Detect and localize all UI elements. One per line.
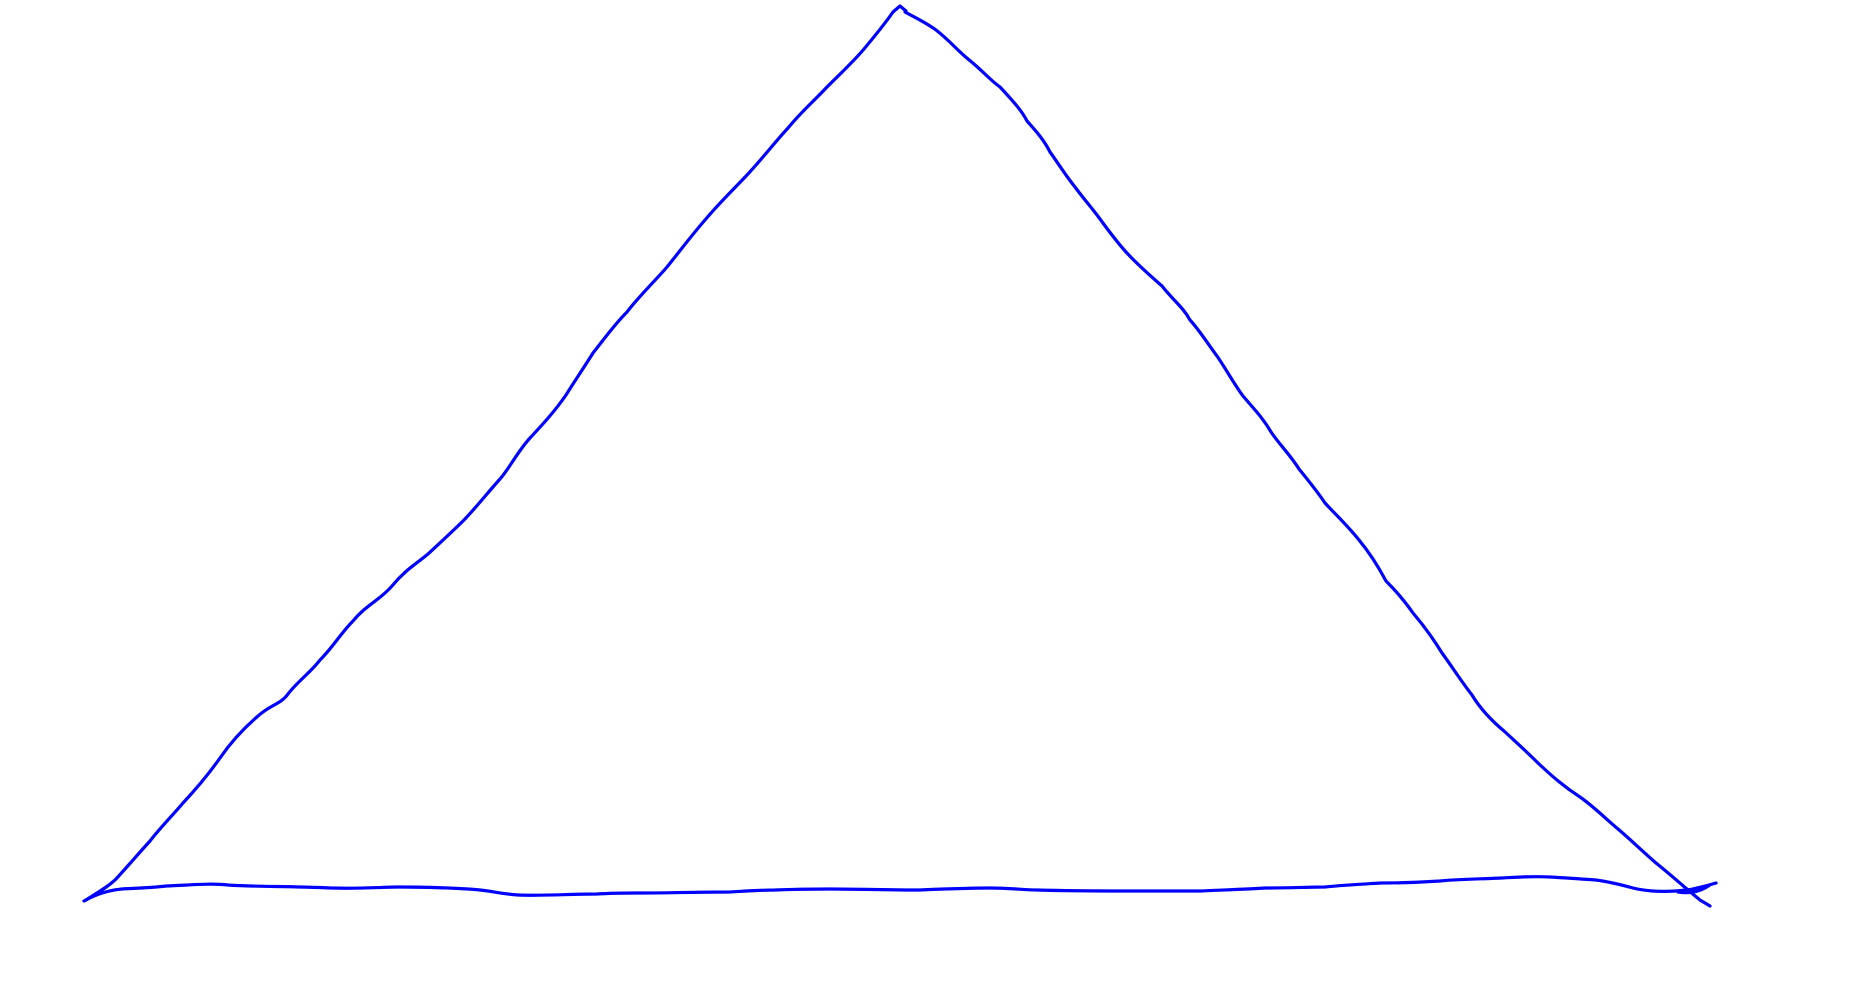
- triangle-right-edge: [903, 10, 1712, 908]
- triangle-left-edge: [84, 4, 908, 902]
- triangle-base-edge: [82, 874, 1718, 903]
